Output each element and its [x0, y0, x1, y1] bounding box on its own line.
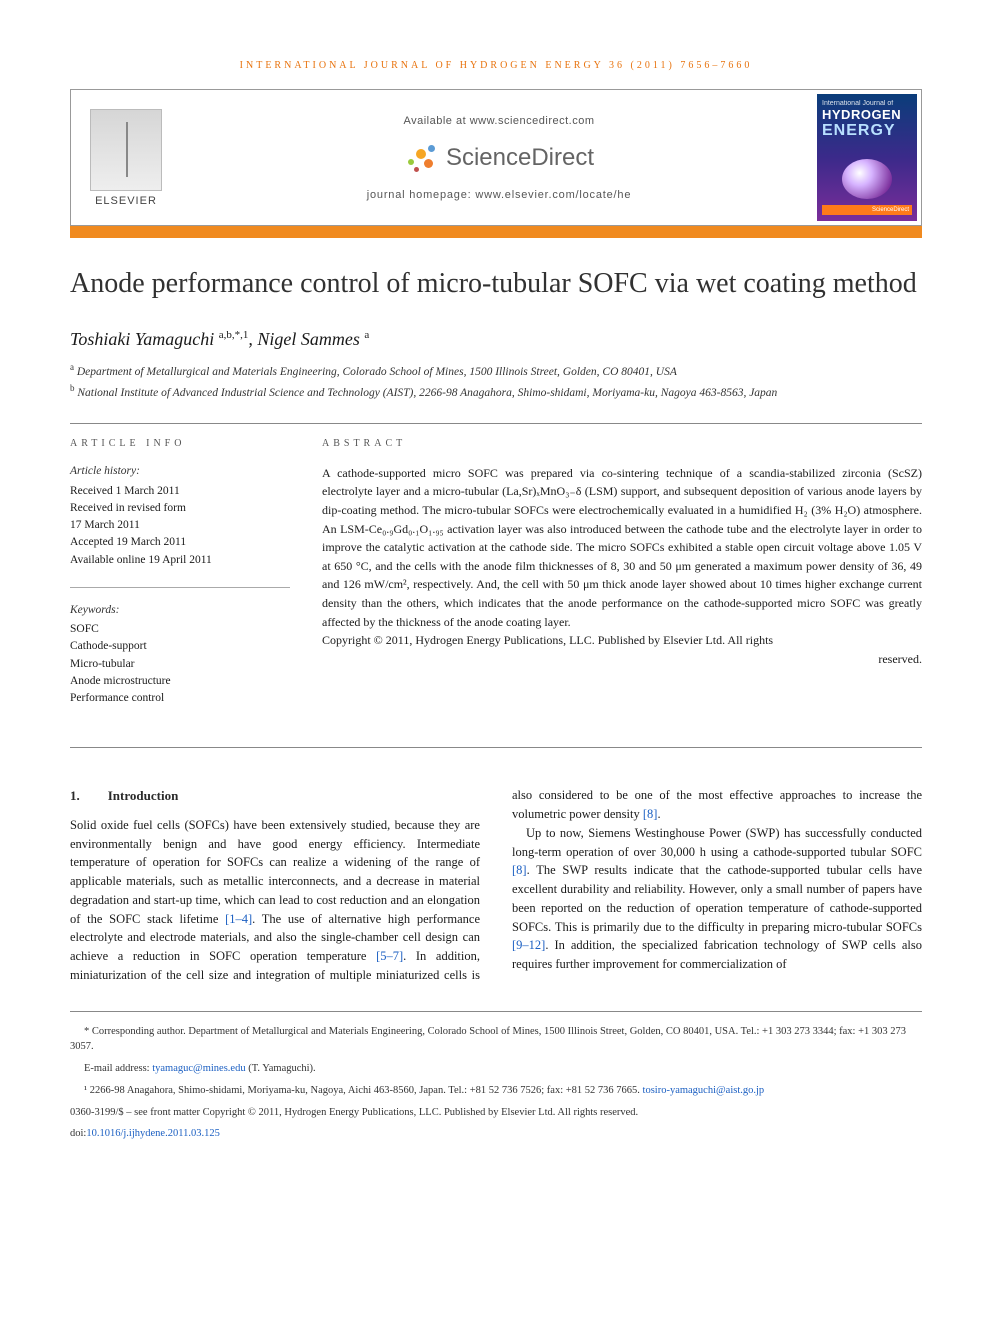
journal-cover-thumb: International Journal of HYDROGEN ENERGY…	[817, 94, 917, 221]
elsevier-wordmark: ELSEVIER	[95, 195, 157, 207]
article-info-head: ARTICLE INFO	[70, 436, 290, 451]
cover-line2: HYDROGEN	[822, 107, 912, 122]
cover-sd-strip: ScienceDirect	[822, 205, 912, 215]
elsevier-tree-icon	[90, 109, 162, 191]
cover-line1: International Journal of	[822, 100, 912, 107]
cover-line3: ENERGY	[822, 122, 912, 140]
keyword: Cathode-support	[70, 638, 290, 655]
running-head: INTERNATIONAL JOURNAL OF HYDROGEN ENERGY…	[70, 60, 922, 71]
doi-line: doi:10.1016/j.ijhydene.2011.03.125	[70, 1126, 922, 1142]
abstract-head: ABSTRACT	[322, 436, 922, 452]
email-tail: (T. Yamaguchi).	[246, 1063, 316, 1074]
keyword: Anode microstructure	[70, 673, 290, 690]
journal-homepage-line: journal homepage: www.elsevier.com/locat…	[367, 189, 632, 201]
section-heading-1: 1. Introduction	[70, 786, 480, 806]
email-line: E-mail address: tyamaguc@mines.edu (T. Y…	[70, 1061, 922, 1077]
body-text: 1.Introduction Solid oxide fuel cells (S…	[70, 786, 922, 984]
history-line: 17 March 2011	[70, 517, 290, 534]
keywords-label: Keywords:	[70, 602, 290, 619]
cover-art-icon	[842, 159, 892, 199]
header-center: Available at www.sciencedirect.com Scien…	[181, 90, 817, 225]
history-line: Accepted 19 March 2011	[70, 534, 290, 551]
copyright-reserved: reserved.	[322, 650, 922, 669]
affiliation-b: b National Institute of Advanced Industr…	[70, 385, 922, 402]
elsevier-logo: ELSEVIER	[71, 90, 181, 225]
section-number: 1.	[70, 788, 80, 803]
email-label: E-mail address:	[84, 1063, 152, 1074]
footnotes: * Corresponding author. Department of Me…	[70, 1011, 922, 1143]
history-line: Available online 19 April 2011	[70, 552, 290, 569]
affiliation-a: a Department of Metallurgical and Materi…	[70, 364, 922, 381]
footnote-1: ¹ 2266-98 Anagahora, Shimo-shidami, Mori…	[70, 1083, 922, 1099]
available-at-line: Available at www.sciencedirect.com	[403, 115, 594, 127]
article-title: Anode performance control of micro-tubul…	[70, 266, 922, 301]
keyword: Micro-tubular	[70, 656, 290, 673]
intro-para-2: Up to now, Siemens Westinghouse Power (S…	[512, 824, 922, 974]
sciencedirect-logo: ScienceDirect	[404, 141, 594, 175]
orange-divider-bar	[70, 226, 922, 238]
author-email-link[interactable]: tyamaguc@mines.edu	[152, 1063, 245, 1074]
corresponding-author-note: * Corresponding author. Department of Me…	[70, 1024, 922, 1056]
footnote-1-email-link[interactable]: tosiro-yamaguchi@aist.go.jp	[643, 1085, 765, 1096]
keywords-block: Keywords: SOFC Cathode-support Micro-tub…	[70, 602, 290, 708]
sciencedirect-dots-icon	[404, 141, 438, 175]
keyword: SOFC	[70, 621, 290, 638]
copyright-text: Copyright © 2011, Hydrogen Energy Public…	[322, 633, 773, 647]
history-line: Received in revised form	[70, 500, 290, 517]
footnote-1-text: ¹ 2266-98 Anagahora, Shimo-shidami, Mori…	[84, 1085, 643, 1096]
info-divider	[70, 587, 290, 588]
abstract-body: A cathode-supported micro SOFC was prepa…	[322, 464, 922, 631]
sciencedirect-wordmark: ScienceDirect	[446, 144, 594, 172]
history-line: Received 1 March 2011	[70, 483, 290, 500]
doi-label: doi:	[70, 1128, 86, 1139]
rule-bottom	[70, 747, 922, 748]
affiliations: a Department of Metallurgical and Materi…	[70, 364, 922, 401]
article-info-column: ARTICLE INFO Article history: Received 1…	[70, 436, 290, 725]
abstract-column: ABSTRACT A cathode-supported micro SOFC …	[322, 436, 922, 725]
abstract-copyright: Copyright © 2011, Hydrogen Energy Public…	[322, 631, 922, 668]
section-title: Introduction	[108, 788, 179, 803]
journal-header: ELSEVIER Available at www.sciencedirect.…	[70, 89, 922, 226]
authors-line: Toshiaki Yamaguchi a,b,*,1, Nigel Sammes…	[70, 329, 922, 350]
article-history-block: Article history: Received 1 March 2011 R…	[70, 463, 290, 569]
doi-link[interactable]: 10.1016/j.ijhydene.2011.03.125	[86, 1128, 219, 1139]
rule-top	[70, 423, 922, 424]
issn-line: 0360-3199/$ – see front matter Copyright…	[70, 1105, 922, 1121]
history-label: Article history:	[70, 463, 290, 480]
keyword: Performance control	[70, 690, 290, 707]
